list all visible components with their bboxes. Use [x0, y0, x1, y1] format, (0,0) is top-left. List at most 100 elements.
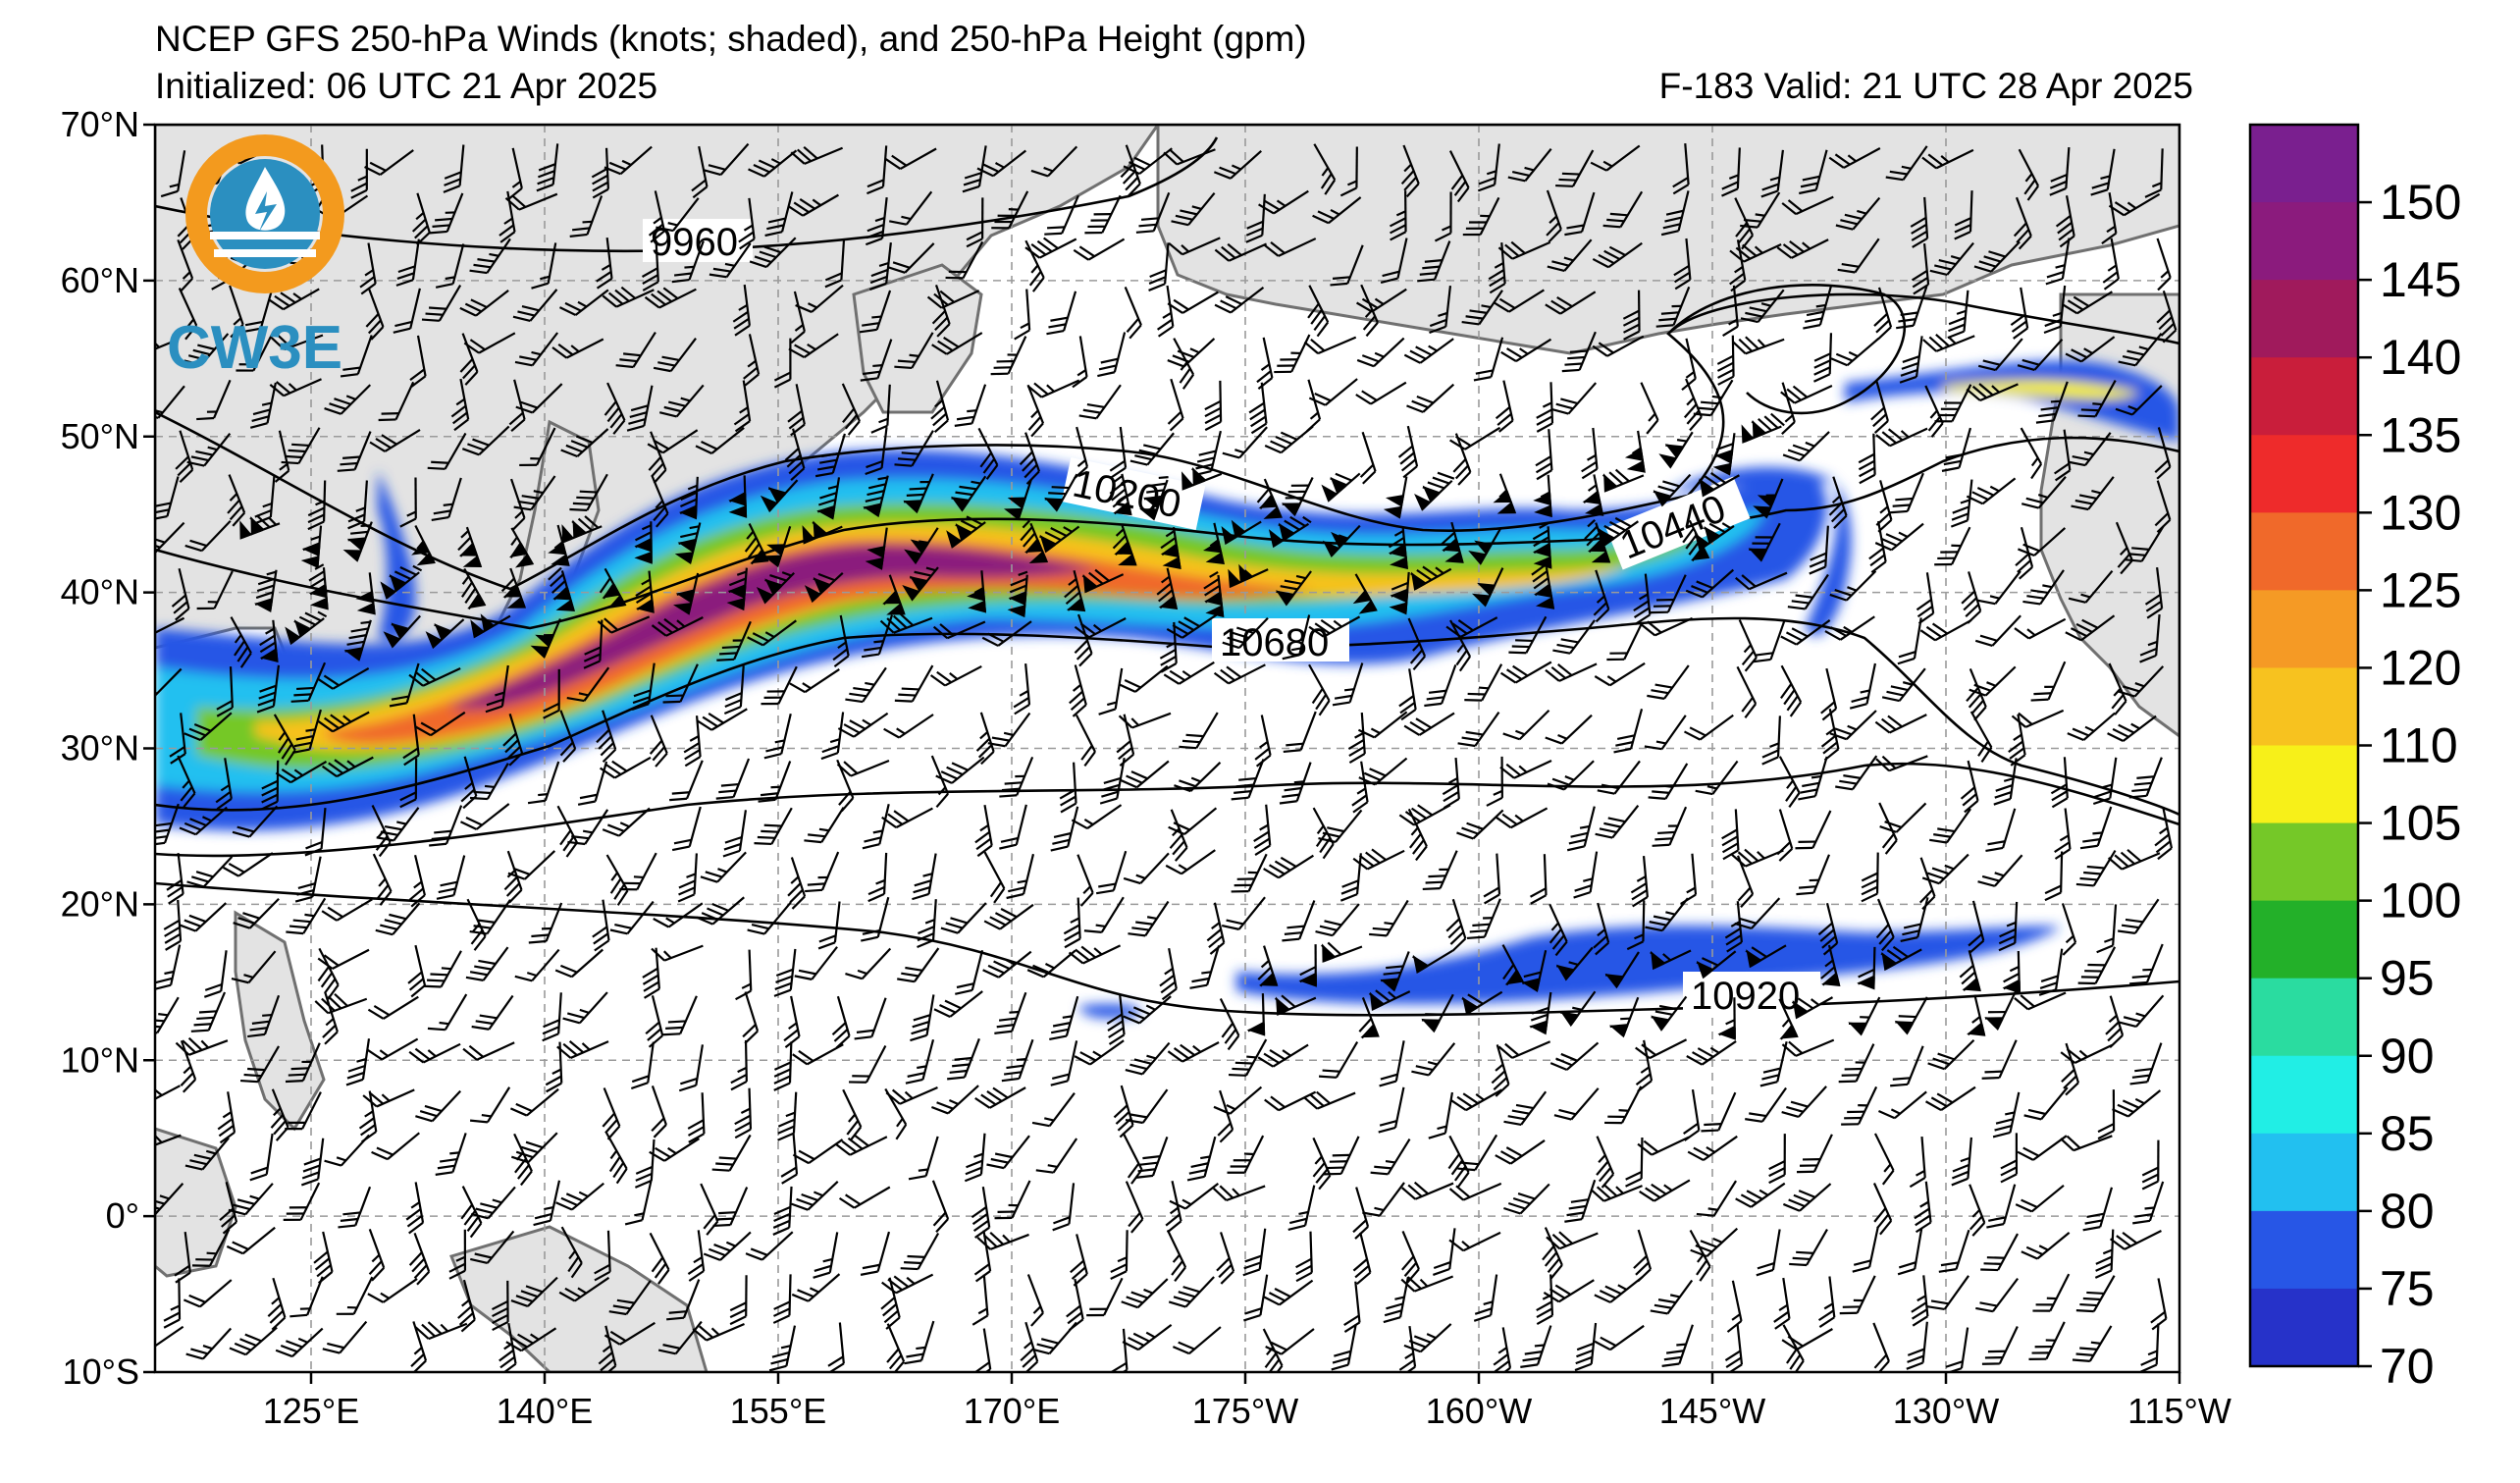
wind-barb: [1838, 1043, 1875, 1084]
wind-barb: [1695, 760, 1739, 796]
wind-barb: [2028, 1321, 2066, 1360]
wind-barb: [505, 1327, 557, 1352]
wind-barb: [962, 145, 987, 193]
wind-barb: [1966, 667, 1987, 721]
wind-barb: [849, 1045, 887, 1084]
wind-barb: [653, 902, 704, 928]
wind-barb: [792, 1043, 844, 1066]
wind-barb: [383, 614, 422, 649]
wind-barb: [542, 992, 562, 1042]
wind-barb: [1031, 1092, 1076, 1128]
wind-barb: [1973, 240, 2021, 273]
wind-barb: [599, 756, 652, 779]
wind-barb: [951, 475, 987, 512]
wind-barb: [609, 900, 655, 935]
wind-barb: [1263, 1279, 1314, 1306]
wind-barb: [1171, 192, 1216, 227]
wind-barb: [1024, 237, 1077, 259]
wind-barb: [1604, 1086, 1643, 1125]
wind-barb: [321, 898, 373, 922]
wind-barb: [1074, 1039, 1125, 1066]
wind-barb: [1549, 903, 1568, 957]
colorbar-label: 140: [2380, 330, 2461, 385]
wind-barb: [300, 525, 323, 569]
wind-barb: [171, 567, 190, 621]
wind-barb: [183, 1279, 233, 1308]
wind-barb: [1318, 1041, 1359, 1079]
wind-barb: [499, 190, 516, 243]
wind-barb: [180, 1039, 197, 1093]
wind-barb: [1323, 1136, 1360, 1176]
lon-tick-label: 175°W: [1192, 1391, 1298, 1431]
wind-barb: [362, 1088, 415, 1108]
wind-barb: [1745, 1086, 1787, 1123]
wind-barb: [1817, 1276, 1836, 1328]
wind-barb: [1343, 1281, 1361, 1333]
wind-barb: [1006, 853, 1035, 900]
wind-barb: [510, 1276, 558, 1307]
wind-barb: [338, 1186, 372, 1229]
wind-barb: [1332, 662, 1364, 707]
wind-barb: [1052, 1183, 1076, 1232]
wind-barb: [1951, 1137, 1972, 1187]
wind-barb: [1020, 519, 1049, 564]
wind-barb: [1068, 944, 1122, 965]
wind-barb: [551, 338, 604, 359]
wind-barb: [1457, 1134, 1498, 1172]
wind-barb: [868, 242, 892, 291]
wind-barb: [308, 563, 329, 610]
wind-barb: [1483, 853, 1501, 905]
wind-barb: [820, 712, 845, 761]
wind-barb: [560, 428, 609, 458]
wind-barb: [1227, 1135, 1265, 1174]
wind-barb: [1441, 521, 1464, 563]
wind-barb: [700, 851, 747, 883]
wind-barb: [429, 805, 463, 847]
wind-barb: [491, 1280, 509, 1332]
wind-barb: [1165, 1180, 1182, 1234]
wind-barb: [879, 612, 933, 634]
contour-alaska-low: [1667, 284, 1907, 415]
wind-barb: [1449, 619, 1472, 672]
wind-barb: [1403, 712, 1455, 736]
wind-barb: [286, 897, 327, 935]
wind-barb: [1118, 712, 1172, 729]
wind-barb: [2092, 757, 2118, 806]
colorbar-swatch: [2250, 590, 2358, 668]
wind-barb: [1795, 810, 1832, 850]
wind-barb: [1602, 190, 1644, 229]
wind-barb: [1875, 898, 1895, 952]
wind-barb: [1547, 238, 1593, 273]
wind-barb: [259, 619, 279, 663]
wind-barb: [1383, 476, 1408, 519]
wind-barb: [691, 145, 709, 199]
wind-barb: [1521, 949, 1548, 993]
contour-label-10920: 10920: [1691, 975, 1800, 1018]
wind-barb: [887, 242, 935, 274]
contour-10920: [155, 881, 2179, 1017]
wind-barb: [2096, 904, 2118, 954]
wind-barb: [838, 1186, 891, 1209]
wind-barb: [795, 284, 844, 313]
wind-barb: [905, 1039, 935, 1085]
wind-barb: [1872, 1322, 1890, 1372]
wind-barb: [630, 1041, 655, 1090]
colorbar-swatch: [2250, 745, 2358, 824]
wind-barb: [1740, 191, 1781, 229]
wind-barb: [1550, 382, 1598, 415]
wind-barb: [1929, 241, 1974, 276]
wind-barb: [1968, 900, 1985, 954]
wind-barb: [1868, 520, 1887, 574]
wind-barb: [1781, 195, 1834, 216]
wind-barb: [1760, 149, 1785, 198]
wind-barb: [2077, 380, 2117, 418]
wind-barb: [436, 855, 466, 900]
wind-barb: [1598, 516, 1639, 548]
wind-barb: [1295, 1231, 1313, 1283]
wind-barb: [1063, 897, 1081, 949]
wind-barb: [1924, 1086, 1976, 1112]
colorbar: 150 145 140 135 130 125 120 110 105 100 95 90 85 80 75…: [2248, 123, 2461, 1394]
wind-barb: [845, 947, 892, 980]
wind-barb: [1202, 522, 1225, 565]
wind-barb: [317, 711, 370, 733]
